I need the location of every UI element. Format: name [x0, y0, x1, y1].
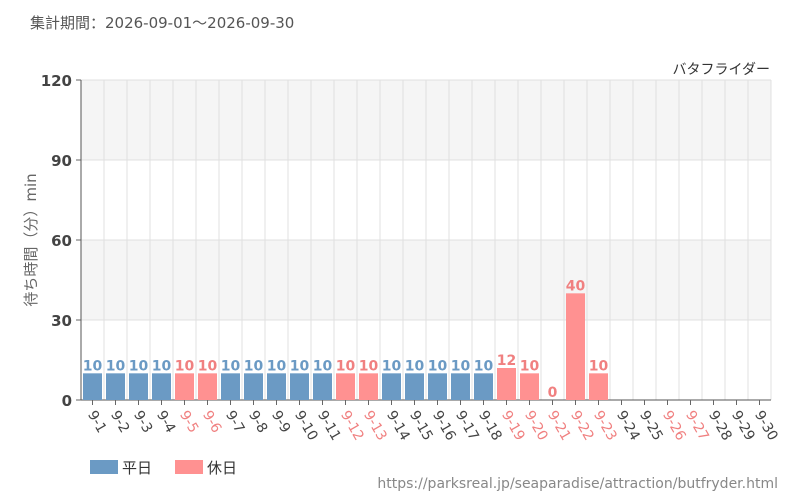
- x-tick-label-9-3: 9-3: [130, 408, 155, 436]
- x-tick-label-9-6: 9-6: [199, 408, 224, 436]
- bar-9-10: [290, 373, 309, 400]
- x-tick-label-9-11: 9-11: [314, 408, 344, 444]
- data-label-9-21: 0: [548, 385, 558, 401]
- data-label-9-1: 10: [83, 358, 103, 374]
- y-tick-label: 60: [51, 232, 72, 250]
- bar-9-17: [451, 373, 470, 400]
- x-tick-label-9-18: 9-18: [475, 408, 505, 444]
- y-tick-label: 120: [41, 72, 72, 90]
- bar-9-3: [129, 373, 148, 400]
- x-tick-label-9-25: 9-25: [636, 408, 666, 444]
- legend-label-holiday: 休日: [207, 459, 237, 477]
- bar-9-11: [313, 373, 332, 400]
- bar-9-14: [382, 373, 401, 400]
- data-label-9-8: 10: [244, 358, 264, 374]
- data-label-9-15: 10: [405, 358, 425, 374]
- chart-title: バタフライダー: [673, 62, 770, 78]
- x-tick-label-9-29: 9-29: [728, 408, 758, 444]
- data-label-9-23: 10: [589, 358, 609, 374]
- bar-9-19: [497, 368, 516, 400]
- x-tick-label-9-5: 9-5: [176, 408, 201, 436]
- data-label-9-17: 10: [451, 358, 471, 374]
- x-tick-label-9-15: 9-15: [406, 408, 436, 444]
- data-label-9-20: 10: [520, 358, 540, 374]
- bar-9-12: [336, 373, 355, 400]
- source-url[interactable]: https://parksreal.jp/seaparadise/attract…: [377, 476, 778, 492]
- x-tick-label-9-28: 9-28: [705, 408, 735, 444]
- data-label-9-14: 10: [382, 358, 402, 374]
- data-label-9-10: 10: [290, 358, 310, 374]
- bar-9-18: [474, 373, 493, 400]
- data-label-9-18: 10: [474, 358, 494, 374]
- y-tick-label: 0: [62, 392, 72, 410]
- bar-9-16: [428, 373, 447, 400]
- x-tick-label-9-1: 9-1: [84, 408, 109, 436]
- bar-9-4: [152, 373, 171, 400]
- bar-9-20: [520, 373, 539, 400]
- y-tick-label: 90: [51, 152, 72, 170]
- x-tick-label-9-24: 9-24: [613, 408, 643, 444]
- x-tick-label-9-27: 9-27: [682, 408, 712, 444]
- y-tick-label: 30: [51, 312, 72, 330]
- x-tick-label-9-2: 9-2: [107, 408, 132, 436]
- y-axis-label: 待ち時間（分）min: [22, 173, 40, 306]
- x-tick-label-9-7: 9-7: [222, 408, 247, 436]
- x-tick-label-9-14: 9-14: [383, 408, 413, 444]
- x-tick-label-9-23: 9-23: [590, 408, 620, 444]
- bar-9-22: [566, 293, 585, 400]
- x-tick-label-9-17: 9-17: [452, 408, 482, 444]
- x-tick-label-9-12: 9-12: [337, 408, 367, 444]
- x-tick-label-9-13: 9-13: [360, 408, 390, 444]
- data-label-9-9: 10: [267, 358, 287, 374]
- x-tick-label-9-16: 9-16: [429, 408, 459, 444]
- x-tick-label-9-26: 9-26: [659, 408, 689, 444]
- data-label-9-2: 10: [106, 358, 126, 374]
- bar-9-5: [175, 373, 194, 400]
- bar-9-1: [83, 373, 102, 400]
- bar-9-15: [405, 373, 424, 400]
- legend: 平日 休日: [90, 459, 237, 477]
- data-label-9-4: 10: [152, 358, 172, 374]
- data-label-9-6: 10: [198, 358, 218, 374]
- x-tick-label-9-30: 9-30: [751, 408, 781, 444]
- bar-9-8: [244, 373, 263, 400]
- bar-9-6: [198, 373, 217, 400]
- x-tick-label-9-10: 9-10: [291, 408, 321, 444]
- x-tick-label-9-8: 9-8: [245, 408, 270, 436]
- data-label-9-3: 10: [129, 358, 149, 374]
- x-tick-label-9-20: 9-20: [521, 408, 551, 444]
- bar-9-23: [589, 373, 608, 400]
- data-label-9-12: 10: [336, 358, 356, 374]
- x-tick-label-9-21: 9-21: [544, 408, 574, 444]
- plot-area: 0306090120109-1109-2109-3109-4109-5109-6…: [41, 72, 781, 444]
- bar-9-2: [106, 373, 125, 400]
- data-label-9-11: 10: [313, 358, 333, 374]
- data-label-9-19: 12: [497, 353, 516, 369]
- x-tick-label-9-19: 9-19: [498, 408, 528, 444]
- bar-9-7: [221, 373, 240, 400]
- x-tick-label-9-9: 9-9: [268, 408, 293, 436]
- x-tick-label-9-4: 9-4: [153, 408, 178, 436]
- legend-label-weekday: 平日: [122, 459, 152, 477]
- data-label-9-13: 10: [359, 358, 379, 374]
- legend-swatch-weekday: [90, 460, 118, 474]
- data-label-9-16: 10: [428, 358, 448, 374]
- period-label: 集計期間：2026-09-01～2026-09-30: [30, 14, 294, 32]
- bar-9-9: [267, 373, 286, 400]
- legend-swatch-holiday: [175, 460, 203, 474]
- x-tick-label-9-22: 9-22: [567, 408, 597, 444]
- data-label-9-5: 10: [175, 358, 195, 374]
- bar-9-13: [359, 373, 378, 400]
- data-label-9-22: 40: [566, 278, 586, 294]
- data-label-9-7: 10: [221, 358, 241, 374]
